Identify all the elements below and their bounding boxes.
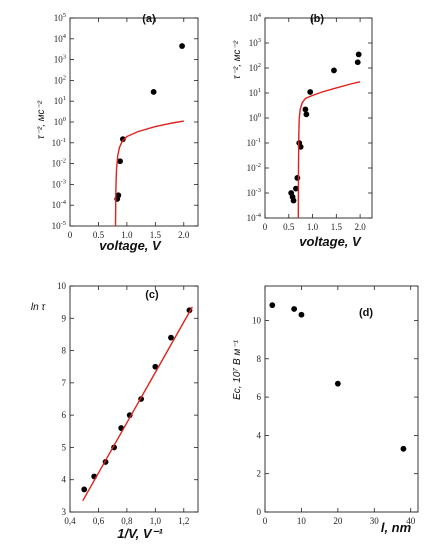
y-tick-label: 103 xyxy=(249,37,261,48)
data-point xyxy=(120,136,126,143)
y-tick-label: 10-2 xyxy=(52,158,66,169)
y-tick-label: 2 xyxy=(257,469,262,479)
y-tick-label: 10-4 xyxy=(247,212,262,223)
y-tick-label: 7 xyxy=(62,378,67,388)
x-tick-label: 2.0 xyxy=(354,222,366,232)
data-point xyxy=(334,380,341,387)
data-point xyxy=(331,67,337,74)
data-point xyxy=(179,43,185,49)
panel-label: (b) xyxy=(310,13,324,25)
y-tick-label: 4 xyxy=(62,475,67,485)
y-tick-label: 10-3 xyxy=(247,187,261,198)
y-tick-label: 105 xyxy=(54,12,66,23)
y-tick-label: 10-1 xyxy=(52,137,66,148)
x-tick-label: 1.0 xyxy=(121,230,133,240)
y-tick-label: 100 xyxy=(54,116,66,127)
plot-frame xyxy=(264,285,419,513)
y-tick-label: 4 xyxy=(257,430,262,440)
x-tick-label: 10 xyxy=(297,516,307,526)
data-point xyxy=(150,88,157,95)
y-tick-label: 10 xyxy=(57,281,67,291)
x-tick-label: 0 xyxy=(68,230,73,240)
fit-line xyxy=(82,306,193,502)
chart-panel-d: 0 10 20 30 40 0 2 4 6 8 10 (d) l, nm Ec, 10⁷ В м⁻¹ xyxy=(232,285,419,535)
data-point xyxy=(355,51,362,58)
fit-line xyxy=(297,81,361,219)
x-axis-label: voltage, V xyxy=(99,238,162,253)
y-axis-label: ln τ xyxy=(31,302,47,313)
y-tick-label: 101 xyxy=(249,87,261,98)
x-tick-label: 0.5 xyxy=(93,230,105,240)
data-point xyxy=(168,334,174,341)
data-point xyxy=(290,197,297,204)
x-tick-label: 0 xyxy=(263,222,268,232)
x-axis-label: l, nm xyxy=(381,520,412,535)
y-tick-label: 103 xyxy=(54,54,66,65)
x-tick-label: 0 xyxy=(263,516,268,526)
y-tick-label: 10-4 xyxy=(52,199,67,210)
data-point xyxy=(307,89,314,95)
data-point xyxy=(298,311,305,318)
x-axis-label: 1/V, V⁻¹ xyxy=(117,526,163,541)
y-tick-label: 10-5 xyxy=(52,220,66,231)
y-tick-label: 6 xyxy=(257,392,262,402)
y-tick-label: 8 xyxy=(257,354,262,364)
x-tick-label: 1.5 xyxy=(150,230,162,240)
y-tick-label: 100 xyxy=(249,112,261,123)
y-tick-label: 9 xyxy=(62,313,67,323)
x-tick-label: 0.5 xyxy=(283,222,295,232)
y-axis-label: Ec, 10⁷ В м⁻¹ xyxy=(232,339,243,400)
y-tick-label: 5 xyxy=(62,442,67,452)
y-tick-label: 10-3 xyxy=(52,178,66,189)
y-tick-label: 104 xyxy=(249,12,262,23)
y-tick-label: 8 xyxy=(62,346,67,356)
data-point xyxy=(354,59,361,66)
x-tick-label: 0,8 xyxy=(121,516,133,526)
x-tick-label: 1.0 xyxy=(307,222,319,232)
panel-label: (c) xyxy=(145,289,159,301)
data-point xyxy=(303,111,310,118)
data-point xyxy=(293,185,299,192)
x-tick-label: 0,4 xyxy=(64,516,76,526)
chart-panel-c: 0,4 0,6 0,8 1,0 1,2 3 4 5 6 7 8 9 10 (c) 1/V, V⁻¹ ln τ xyxy=(31,281,199,541)
y-axis-label: τ⁻², мс⁻² xyxy=(232,40,243,79)
y-tick-label: 102 xyxy=(54,74,66,85)
data-point xyxy=(117,158,123,165)
x-tick-label: 40 xyxy=(406,516,416,526)
x-tick-label: 1,2 xyxy=(178,516,189,526)
y-tick-label: 3 xyxy=(62,507,67,517)
data-point xyxy=(302,106,309,113)
x-tick-label: 20 xyxy=(333,516,343,526)
data-point xyxy=(152,363,159,370)
y-tick-label: 0 xyxy=(257,507,262,517)
data-point xyxy=(294,175,301,181)
data-point xyxy=(291,306,298,312)
y-axis-label: τ⁻², мс⁻² xyxy=(36,100,47,139)
y-tick-label: 102 xyxy=(249,62,261,73)
y-tick-label: 10-1 xyxy=(247,137,261,148)
x-tick-label: 2.0 xyxy=(178,230,190,240)
chart-panel-a: 0 0.5 1.0 1.5 2.0 10-5 10-4 10-3 10-2 10-1 100 101 1… xyxy=(36,12,199,253)
y-tick-label: 10 xyxy=(252,315,262,325)
panel-label: (a) xyxy=(142,13,156,25)
y-tick-label: 10-2 xyxy=(247,162,261,173)
data-point xyxy=(269,302,276,309)
plot-frame xyxy=(264,17,373,219)
x-tick-label: 1,0 xyxy=(150,516,162,526)
chart-panel-b: 0 0.5 1.0 1.5 2.0 10-4 10-3 10-2 10-1 100 101 102 10… xyxy=(232,12,373,249)
fit-line xyxy=(114,120,184,227)
data-point xyxy=(400,445,407,452)
x-tick-label: 0,6 xyxy=(93,516,105,526)
y-tick-label: 101 xyxy=(54,95,66,106)
x-tick-label: 1.5 xyxy=(331,222,343,232)
data-point xyxy=(81,486,88,493)
y-tick-label: 104 xyxy=(54,33,67,44)
panel-label: (d) xyxy=(359,307,373,319)
plot-frame xyxy=(69,285,199,513)
x-tick-label: 30 xyxy=(370,516,380,526)
data-point xyxy=(115,192,122,199)
y-tick-label: 6 xyxy=(62,410,67,420)
x-axis-label: voltage, V xyxy=(299,234,362,249)
